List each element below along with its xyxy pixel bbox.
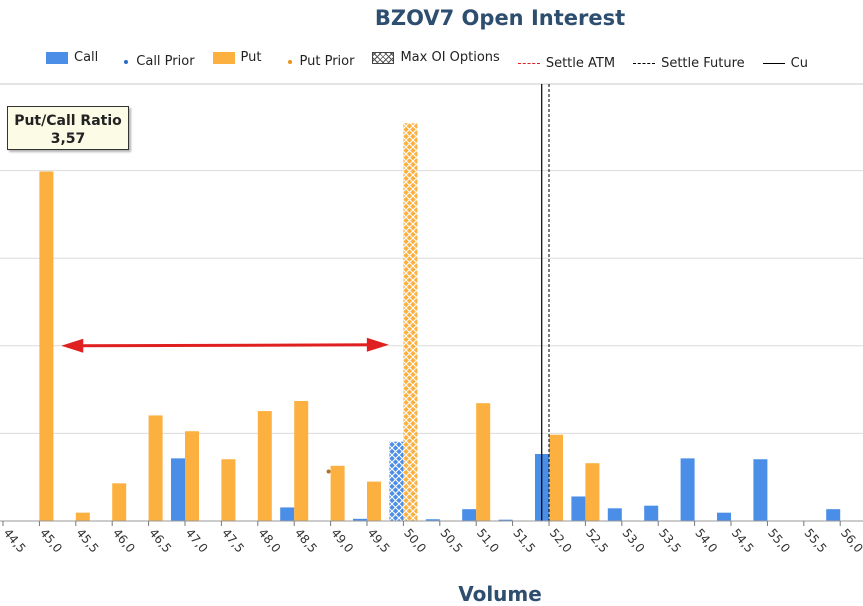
put-call-ratio-tooltip: Put/Call Ratio 3,57 <box>7 106 129 150</box>
legend-swatch <box>633 62 656 64</box>
call-bar <box>171 458 185 521</box>
put-bar <box>585 463 600 521</box>
put-bar <box>549 434 563 521</box>
call-bar <box>826 509 841 521</box>
call-bar <box>607 508 622 521</box>
x-tick-label: 48,5 <box>292 526 320 555</box>
legend-label: Call <box>74 50 99 65</box>
legend-label: Settle Future <box>661 55 745 71</box>
chart-title: BZOV7 Open Interest <box>374 6 626 30</box>
x-tick-label: 45,5 <box>74 526 102 555</box>
x-tick-label: 52,0 <box>547 526 575 555</box>
x-tick-label: 52,5 <box>583 526 611 555</box>
x-tick-label: 49,5 <box>365 526 393 555</box>
call-bar <box>753 459 768 521</box>
put-bar <box>75 512 90 521</box>
x-tick-label: 46,0 <box>110 526 138 555</box>
legend-label: Settle ATM <box>545 55 616 71</box>
legend-label: Call Prior <box>136 54 195 69</box>
put-bar <box>367 481 381 521</box>
arrow-shaft <box>71 343 379 348</box>
legend-item: Put <box>212 50 262 65</box>
x-tick-label: 50,0 <box>401 526 429 555</box>
put-bar <box>294 400 309 521</box>
legend-label: Put <box>240 50 262 65</box>
call-bar <box>462 509 477 521</box>
put-bar <box>476 403 491 521</box>
put-bar <box>257 411 272 521</box>
x-axis-label: Volume <box>458 582 542 606</box>
call-bar <box>425 519 440 521</box>
x-tick-label: 47,5 <box>219 526 247 555</box>
legend-swatch <box>762 62 785 64</box>
legend: Call Call Prior Put Put Prior Max OI Options… <box>46 50 826 71</box>
legend-item: Cu <box>762 55 808 71</box>
legend-swatch <box>287 59 292 64</box>
call-bar <box>571 496 586 521</box>
x-tick-label: 54,5 <box>729 526 757 555</box>
legend-item: Put Prior <box>280 54 355 69</box>
put-bar <box>403 123 418 522</box>
put-bar <box>39 171 54 521</box>
call-bar <box>680 458 695 521</box>
legend-item: Max OI Options <box>372 50 500 65</box>
x-tick-label: 54,0 <box>692 526 720 555</box>
call-bar <box>353 518 367 521</box>
tooltip-value: 3,57 <box>50 131 86 147</box>
call-bar <box>644 505 659 521</box>
x-tick-label: 51,5 <box>510 526 538 555</box>
legend-swatch <box>517 62 540 64</box>
x-tick-label: 45,0 <box>37 526 65 555</box>
call-bar <box>498 519 513 521</box>
call-bar <box>280 507 295 521</box>
legend-item: Call Prior <box>116 54 195 69</box>
x-tick-label: 56,0 <box>838 526 863 555</box>
put-bar <box>221 459 236 521</box>
x-tick-label: 48,0 <box>256 526 284 555</box>
legend-label: Max OI Options <box>400 50 500 65</box>
call-bar <box>389 441 404 521</box>
x-tick-label: 50,5 <box>438 526 466 555</box>
x-tick-label: 53,5 <box>656 526 684 555</box>
legend-label: Cu <box>790 55 808 71</box>
x-tick-label: 55,5 <box>802 526 830 555</box>
legend-swatch <box>372 51 395 64</box>
x-tick-label: 51,0 <box>474 526 502 555</box>
tooltip-title: Put/Call Ratio <box>14 113 122 129</box>
legend-swatch <box>124 59 129 64</box>
x-tick-label: 55,0 <box>765 526 793 555</box>
x-tick-label: 44,5 <box>1 526 29 555</box>
put-prior-marker <box>326 469 331 474</box>
legend-item: Call <box>46 50 98 65</box>
legend-swatch <box>46 51 68 64</box>
x-tick-label: 49,0 <box>328 526 356 555</box>
x-tick-label: 53,0 <box>620 526 648 555</box>
legend-label: Put Prior <box>299 54 355 69</box>
x-tick-label: 47,0 <box>183 526 211 555</box>
arrow-head-left <box>61 338 84 353</box>
call-bar <box>717 512 731 521</box>
put-bar <box>112 483 127 521</box>
put-bar <box>148 415 163 521</box>
x-tick-label: 46,5 <box>146 526 174 555</box>
arrow-head-right <box>366 337 389 352</box>
put-bar <box>330 465 345 521</box>
legend-item: Settle Future <box>633 56 745 71</box>
legend-swatch <box>212 51 235 64</box>
put-bar <box>185 431 199 521</box>
legend-item: Settle ATM <box>517 55 616 71</box>
